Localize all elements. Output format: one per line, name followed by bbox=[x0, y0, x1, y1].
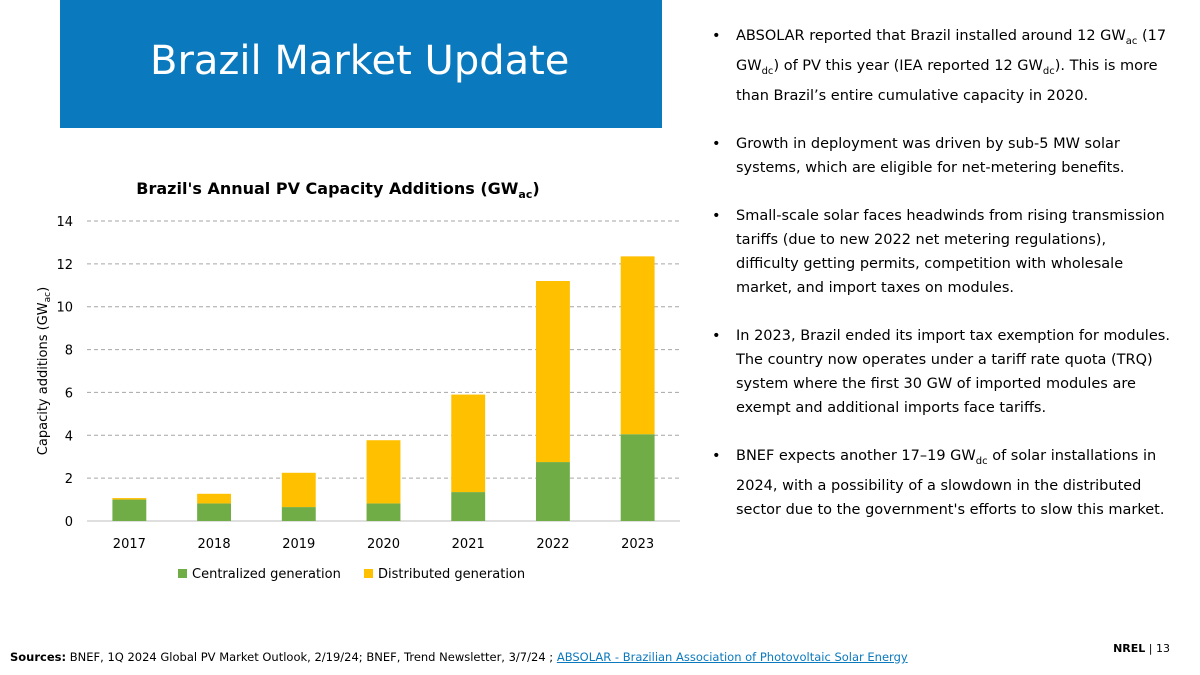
bullet-text: BNEF expects another 17–19 GW bbox=[736, 447, 976, 464]
bar-centralized bbox=[112, 499, 147, 521]
y-tick-label: 8 bbox=[65, 344, 73, 359]
bullet-item: BNEF expects another 17–19 GWdc of solar… bbox=[712, 444, 1172, 522]
bullet-text: In 2023, Brazil ended its import tax exe… bbox=[736, 327, 1170, 416]
bar-distributed bbox=[451, 394, 486, 493]
page-title: Brazil Market Update bbox=[150, 38, 570, 84]
y-tick-label: 0 bbox=[65, 515, 73, 530]
title-banner: Brazil Market Update bbox=[60, 0, 662, 128]
bullet-text: of solar installations in 2024, with a p… bbox=[736, 447, 1165, 518]
x-tick-label: 2019 bbox=[282, 537, 315, 552]
bar-centralized bbox=[281, 507, 316, 521]
y-tick-label: 12 bbox=[56, 258, 73, 273]
bar-distributed bbox=[620, 256, 655, 435]
sources-line: Sources: BNEF, 1Q 2024 Global PV Market … bbox=[10, 650, 908, 664]
bullet-list: ABSOLAR reported that Brazil installed a… bbox=[712, 24, 1172, 546]
bullet-text: ) of PV this year (IEA reported 12 GW bbox=[773, 57, 1043, 74]
bar-centralized bbox=[366, 503, 401, 521]
x-tick-label: 2023 bbox=[621, 537, 654, 552]
bullet-subscript: dc bbox=[761, 65, 774, 77]
legend-swatch-centralized bbox=[178, 569, 187, 578]
x-tick-label: 2020 bbox=[367, 537, 400, 552]
footer: NREL | 13 bbox=[1113, 642, 1170, 655]
bullet-item: Growth in deployment was driven by sub-5… bbox=[712, 132, 1172, 180]
bar-chart: Brazil's Annual PV Capacity Additions (G… bbox=[36, 179, 680, 582]
y-tick-label: 4 bbox=[65, 429, 73, 444]
sources-text: BNEF, 1Q 2024 Global PV Market Outlook, … bbox=[66, 650, 557, 664]
absolar-link[interactable]: ABSOLAR - Brazilian Association of Photo… bbox=[556, 650, 908, 664]
x-tick-label: 2017 bbox=[113, 537, 146, 552]
bullet-item: ABSOLAR reported that Brazil installed a… bbox=[712, 24, 1172, 108]
legend-label-distributed: Distributed generation bbox=[378, 567, 525, 582]
bar-centralized bbox=[197, 503, 232, 521]
chart-title: Brazil's Annual PV Capacity Additions (G… bbox=[136, 179, 539, 201]
bullet-subscript: dc bbox=[975, 455, 988, 467]
bar-centralized bbox=[535, 462, 570, 521]
bullet-text: ). This is more than Brazil’s entire cum… bbox=[736, 57, 1158, 104]
bullet-text: ABSOLAR reported that Brazil installed a… bbox=[736, 28, 1126, 44]
bullet-text: (17 GW bbox=[736, 28, 1167, 74]
bar-distributed bbox=[535, 281, 570, 463]
x-tick-label: 2018 bbox=[198, 537, 231, 552]
bar-distributed bbox=[281, 472, 316, 508]
legend-label-centralized: Centralized generation bbox=[192, 567, 341, 582]
y-tick-label: 14 bbox=[56, 215, 73, 230]
y-tick-label: 2 bbox=[65, 472, 73, 487]
bullet-subscript: ac bbox=[1125, 35, 1138, 47]
bullet-text: Growth in deployment was driven by sub-5… bbox=[736, 135, 1125, 176]
y-axis-label: Capacity additions (GWac) bbox=[36, 287, 53, 455]
y-tick-label: 6 bbox=[65, 386, 73, 401]
x-tick-label: 2021 bbox=[452, 537, 485, 552]
bullet-item: Small-scale solar faces headwinds from r… bbox=[712, 204, 1172, 300]
footer-brand: NREL bbox=[1113, 642, 1146, 655]
bar-distributed bbox=[197, 493, 232, 504]
x-tick-label: 2022 bbox=[536, 537, 569, 552]
sources-label: Sources: bbox=[10, 650, 67, 664]
bar-distributed bbox=[112, 498, 147, 500]
bullet-text: Small-scale solar faces headwinds from r… bbox=[736, 207, 1165, 296]
bar-centralized bbox=[451, 492, 486, 521]
page-number: 13 bbox=[1156, 642, 1170, 655]
bar-centralized bbox=[620, 434, 655, 521]
bar-distributed bbox=[366, 440, 401, 504]
bullet-subscript: dc bbox=[1042, 65, 1055, 77]
y-tick-label: 10 bbox=[56, 301, 73, 316]
legend-swatch-distributed bbox=[364, 569, 373, 578]
footer-separator: | bbox=[1145, 642, 1156, 655]
bullet-item: In 2023, Brazil ended its import tax exe… bbox=[712, 324, 1172, 420]
